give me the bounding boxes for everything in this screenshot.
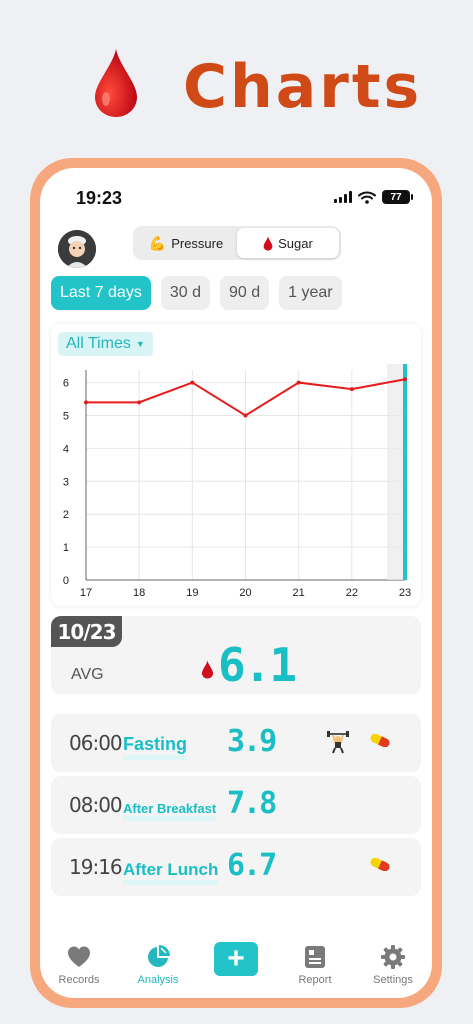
add-record-button[interactable]: + <box>214 942 258 976</box>
cellular-signal-icon <box>334 191 352 203</box>
chart-card: 0 1 2 3 4 5 6 17 18 19 20 21 22 23 All Times ▼ <box>51 324 421 606</box>
battery-icon: 77 <box>382 190 413 204</box>
record-row[interactable]: 08:00 After Breakfast 7.8 <box>51 776 421 834</box>
record-type: After Breakfast <box>123 801 217 821</box>
status-icons: 77 <box>334 190 413 204</box>
segment-pressure-label: Pressure <box>171 235 224 251</box>
x-tick-label: 22 <box>346 587 358 599</box>
phone-frame: 19:23 77 <box>30 158 442 1008</box>
pie-chart-icon <box>148 945 170 967</box>
measure-type-switch: 💪 Pressure Sugar <box>133 226 341 260</box>
weightlifter-icon <box>327 731 349 754</box>
status-bar: 19:23 77 <box>40 168 432 228</box>
hero-banner: Charts <box>0 0 473 160</box>
data-point <box>84 400 88 405</box>
blood-drop-icon <box>95 49 137 117</box>
y-tick-label: 1 <box>63 542 69 554</box>
record-time: 19:16 <box>69 855 123 879</box>
heart-icon <box>68 946 90 967</box>
avatar[interactable] <box>58 230 96 268</box>
x-tick-label: 19 <box>186 587 198 599</box>
data-point <box>349 387 354 392</box>
tab-report[interactable]: Report <box>285 944 345 986</box>
time-filter-label: All Times <box>66 335 131 352</box>
tab-analysis[interactable]: Analysis <box>128 944 188 986</box>
record-row[interactable]: 19:16 After Lunch 6.7 <box>51 838 421 896</box>
range-90-days[interactable]: 90 d <box>219 276 270 310</box>
range-30-days[interactable]: 30 d <box>160 276 210 310</box>
report-icon <box>305 946 325 968</box>
tab-report-label: Report <box>298 974 332 986</box>
tab-settings[interactable]: Settings <box>363 944 423 986</box>
chevron-down-icon: ▼ <box>135 339 145 349</box>
record-time: 06:00 <box>69 731 123 755</box>
record-value: 6.7 <box>227 848 277 883</box>
y-tick-label: 4 <box>63 443 69 455</box>
status-time: 19:23 <box>76 188 123 208</box>
range-last-7-days[interactable]: Last 7 days <box>51 276 151 310</box>
tab-bar: Records Analysis + Re <box>40 928 432 998</box>
data-point <box>296 380 301 385</box>
avatar-character-icon <box>58 230 96 268</box>
blood-drop-icon <box>263 235 273 251</box>
y-tick-label: 6 <box>63 378 69 390</box>
tab-analysis-label: Analysis <box>137 974 179 986</box>
summary-card: 10/23 AVG 6.1 <box>51 616 421 694</box>
y-tick-label: 5 <box>63 410 69 422</box>
selection-shadow <box>387 364 405 580</box>
record-type: After Lunch <box>123 860 219 885</box>
wifi-icon <box>358 191 376 204</box>
flexed-biceps-icon: 💪 <box>148 234 167 251</box>
segment-sugar-label: Sugar <box>278 235 313 251</box>
data-point <box>190 380 195 385</box>
range-selector: Last 7 days 30 d 90 d 1 year <box>51 276 342 310</box>
x-tick-label: 21 <box>293 587 305 599</box>
range-1-year[interactable]: 1 year <box>279 276 342 310</box>
blood-drop-icon <box>201 660 214 679</box>
data-point <box>243 413 248 418</box>
data-point <box>137 400 142 405</box>
selection-bar <box>403 364 407 580</box>
pill-icon <box>370 734 390 747</box>
record-type: Fasting <box>123 734 188 760</box>
tab-records[interactable]: Records <box>49 944 109 986</box>
gear-icon <box>381 945 405 969</box>
avg-label: AVG <box>71 666 104 683</box>
tab-settings-label: Settings <box>373 974 413 986</box>
plus-icon: + <box>227 942 245 975</box>
pill-icon <box>370 858 390 871</box>
selected-date-tag: 10/23 <box>51 616 122 647</box>
x-tick-label: 18 <box>133 587 145 599</box>
data-point <box>403 377 407 382</box>
app-screen: 19:23 77 <box>40 168 432 998</box>
record-row[interactable]: 06:00 Fasting 3.9 <box>51 714 421 772</box>
y-tick-label: 2 <box>63 509 69 521</box>
time-filter-dropdown[interactable]: All Times ▼ <box>58 332 153 356</box>
y-tick-label: 3 <box>63 476 69 488</box>
y-tick-label: 0 <box>63 575 69 587</box>
segment-sugar[interactable]: Sugar <box>237 228 339 258</box>
tab-records-label: Records <box>58 974 100 986</box>
avg-value: 6.1 <box>218 638 297 692</box>
record-time: 08:00 <box>69 793 123 817</box>
record-value: 3.9 <box>227 724 277 759</box>
x-tick-label: 20 <box>239 587 251 599</box>
segment-pressure[interactable]: 💪 Pressure <box>135 228 237 258</box>
record-value: 7.8 <box>227 786 277 821</box>
x-tick-label: 17 <box>80 587 92 599</box>
hero-title: Charts <box>183 52 423 122</box>
x-tick-label: 23 <box>399 587 411 599</box>
